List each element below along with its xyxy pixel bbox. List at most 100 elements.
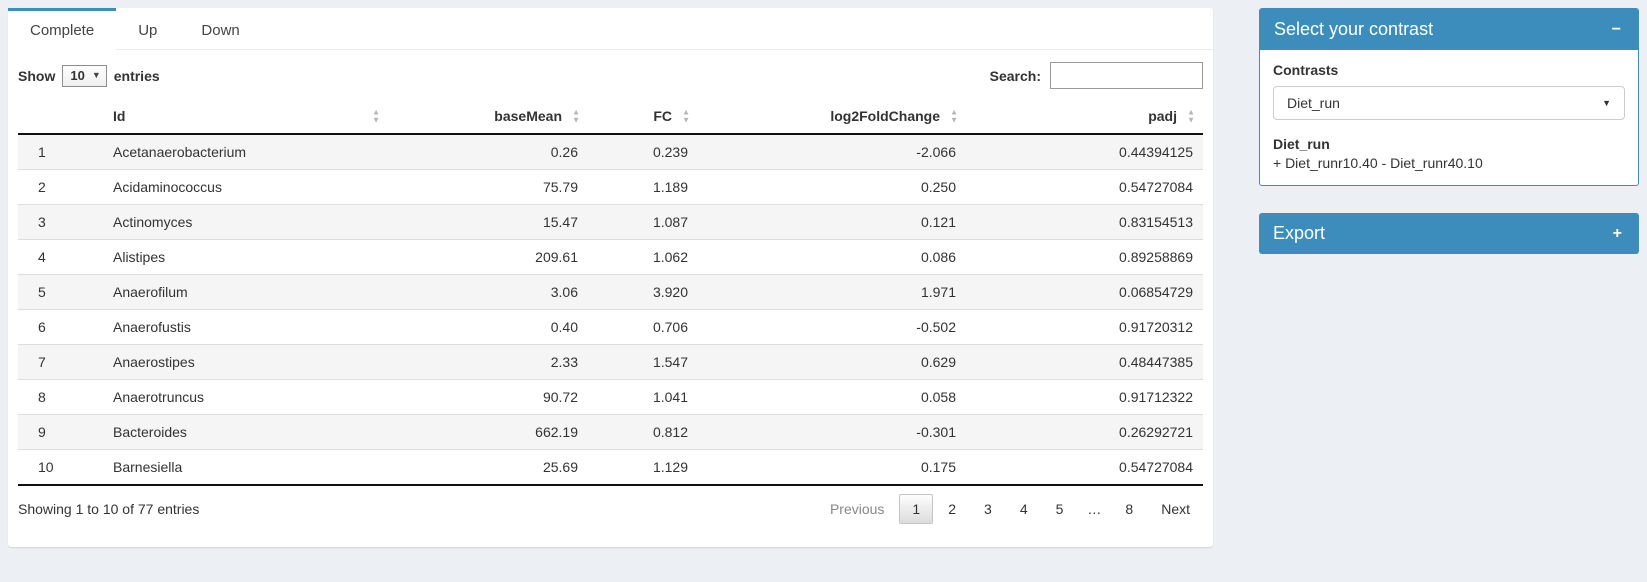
cell-rownum: 5 [18, 274, 103, 310]
cell-rownum: 3 [18, 204, 103, 240]
cell-log2FoldChange: -0.502 [698, 309, 966, 345]
contrast-box: Select your contrast − Contrasts Diet_ru… [1259, 8, 1639, 186]
contrast-box-body: Contrasts Diet_run ▼ Diet_run + Diet_run… [1260, 50, 1638, 185]
contrast-select[interactable]: Diet_run ▼ [1273, 86, 1625, 120]
column-label: padj [1148, 108, 1177, 124]
cell-padj: 0.91720312 [966, 309, 1203, 345]
cell-baseMean: 0.40 [388, 309, 588, 345]
expand-icon[interactable]: + [1612, 224, 1622, 242]
column-label: baseMean [494, 108, 562, 124]
cell-rownum: 9 [18, 414, 103, 450]
search-label: Search: [989, 67, 1041, 84]
table-row[interactable]: 8 Anaerotruncus 90.72 1.041 0.058 0.91712322 [18, 379, 1203, 415]
column-label: log2FoldChange [830, 108, 940, 124]
pagination-page-8[interactable]: 8 [1125, 501, 1134, 517]
cell-id: Anaerotruncus [103, 379, 388, 415]
column-header-baseMean[interactable]: baseMean ▲ ▼ [388, 99, 588, 135]
cell-id: Bacteroides [103, 414, 388, 450]
table-footer: Showing 1 to 10 of 77 entries Previous 1 2… [18, 494, 1203, 524]
pagination: Previous 1 2 3 4 5 … 8 Next [815, 494, 1203, 524]
cell-rownum: 4 [18, 239, 103, 275]
sort-icon: ▲ ▼ [572, 107, 580, 124]
entries-length-control: Show 10 ▼ entries [18, 64, 160, 87]
pagination-page-1[interactable]: 1 [899, 494, 934, 524]
column-label: Id [113, 108, 126, 124]
cell-id: Barnesiella [103, 449, 388, 486]
table-row[interactable]: 10 Barnesiella 25.69 1.129 0.175 0.54727084 [18, 449, 1203, 486]
chevron-down-icon: ▼ [1602, 98, 1611, 108]
tab-up[interactable]: Up [116, 8, 180, 50]
cell-id: Acetanaerobacterium [113, 144, 247, 160]
cell-fc: 3.920 [588, 274, 698, 310]
entries-per-page-value: 10 [70, 67, 85, 83]
cell-rownum: 7 [18, 344, 103, 380]
table-head: Id ▲ ▼ baseMean ▲ ▼ FC ▲ ▼ log2FoldChange ▲ ▼ padj ▲ ▼ [18, 99, 1203, 135]
cell-fc: 1.062 [588, 239, 698, 275]
tab-down[interactable]: Down [179, 8, 262, 50]
table-header-row: Id ▲ ▼ baseMean ▲ ▼ FC ▲ ▼ log2FoldChange ▲ ▼ padj ▲ ▼ [18, 99, 1203, 135]
cell-id: Acidaminococcus [103, 169, 388, 205]
column-header-padj[interactable]: padj ▲ ▼ [966, 99, 1203, 135]
cell-baseMean: 2.33 [388, 344, 588, 380]
cell-fc: 0.812 [588, 414, 698, 450]
column-header-id[interactable]: Id ▲ ▼ [103, 99, 388, 135]
cell-baseMean: 15.47 [388, 204, 588, 240]
table-row[interactable]: 1 Acetanaerobacterium 0.26 0.239 -2.066 0.443… [18, 134, 1203, 170]
pagination-previous[interactable]: Previous [829, 501, 885, 517]
cell-baseMean: 90.72 [388, 379, 588, 415]
table-row[interactable]: 4 Alistipes 209.61 1.062 0.086 0.89258869 [18, 239, 1203, 275]
table-row[interactable]: 9 Bacteroides 662.19 0.812 -0.301 0.26292721 [18, 414, 1203, 450]
table-info: Showing 1 to 10 of 77 entries [18, 501, 200, 517]
cell-log2FoldChange: 0.250 [698, 169, 966, 205]
tab-content-complete: Show 10 ▼ entries Search: [8, 50, 1213, 547]
cell-baseMean: 209.61 [388, 239, 588, 275]
table-row[interactable]: 2 Acidaminococcus 75.79 1.189 0.250 0.5472708… [18, 169, 1203, 205]
cell-id: Anaerostipes [103, 344, 388, 380]
column-header-fc[interactable]: FC ▲ ▼ [588, 99, 698, 135]
table-row[interactable]: 3 Actinomyces 15.47 1.087 0.121 0.83154513 [18, 204, 1203, 240]
pagination-page-5[interactable]: 5 [1055, 501, 1064, 517]
tab-bar: Complete Up Down [8, 8, 1213, 50]
cell-log2FoldChange: 0.058 [698, 379, 966, 415]
table-row[interactable]: 5 Anaerofilum 3.06 3.920 1.971 0.06854729 [18, 274, 1203, 310]
cell-padj: 0.44394125 [1119, 144, 1193, 160]
sidebar-column: Select your contrast − Contrasts Diet_ru… [1259, 8, 1639, 254]
pagination-page-2[interactable]: 2 [948, 501, 957, 517]
sort-icon: ▲ ▼ [950, 107, 958, 124]
show-label: Show [18, 67, 56, 84]
cell-padj: 0.91712322 [966, 379, 1203, 415]
search-input[interactable] [1050, 62, 1203, 89]
cell-log2FoldChange: -2.066 [916, 144, 956, 160]
cell-rownum: 6 [18, 309, 103, 345]
table-body: 1 Acetanaerobacterium 0.26 0.239 -2.066 0.443… [18, 134, 1203, 486]
pagination-page-3[interactable]: 3 [984, 501, 992, 517]
column-header-log2FoldChange[interactable]: log2FoldChange ▲ ▼ [698, 99, 966, 135]
pagination-page-4[interactable]: 4 [1019, 501, 1028, 517]
contrast-box-header: Select your contrast − [1260, 9, 1638, 50]
entries-per-page-select[interactable]: 10 ▼ [62, 64, 107, 87]
cell-baseMean: 662.19 [388, 414, 588, 450]
contrast-detail-title: Diet_run [1273, 136, 1330, 152]
cell-padj: 0.89258869 [966, 239, 1203, 275]
table-row[interactable]: 6 Anaerofustis 0.40 0.706 -0.502 0.91720312 [18, 309, 1203, 345]
results-table: Id ▲ ▼ baseMean ▲ ▼ FC ▲ ▼ log2FoldChange ▲ ▼ padj ▲ ▼… [18, 99, 1203, 486]
cell-log2FoldChange: 0.175 [698, 449, 966, 486]
pagination-ellipsis: … [1087, 501, 1102, 517]
pagination-next[interactable]: Next [1161, 501, 1190, 517]
column-label: FC [653, 108, 672, 124]
tab-complete[interactable]: Complete [8, 8, 117, 50]
export-box-title: Export [1273, 223, 1326, 243]
cell-id: Alistipes [103, 239, 388, 275]
cell-padj: 0.06854729 [966, 274, 1203, 310]
cell-padj: 0.54727084 [966, 169, 1203, 205]
cell-baseMean: 3.06 [388, 274, 588, 310]
collapse-icon[interactable]: − [1611, 20, 1621, 38]
cell-fc: 0.239 [652, 144, 688, 160]
contrasts-label: Contrasts [1273, 62, 1339, 78]
cell-padj: 0.54727084 [966, 449, 1203, 486]
search-control: Search: [990, 62, 1203, 89]
entries-label: entries [113, 67, 160, 84]
cell-fc: 1.189 [588, 169, 698, 205]
table-row[interactable]: 7 Anaerostipes 2.33 1.547 0.629 0.48447385 [18, 344, 1203, 380]
